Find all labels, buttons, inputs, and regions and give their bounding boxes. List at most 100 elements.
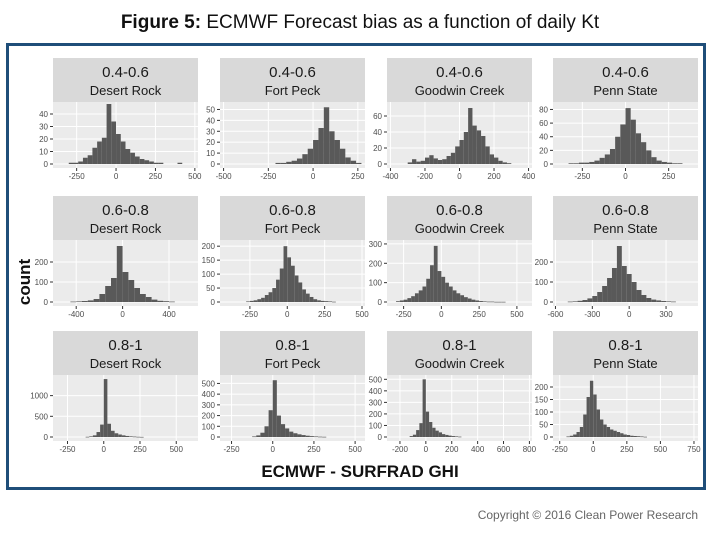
y-tick-label: 20 xyxy=(539,146,548,155)
facet-kt-label: 0.8-1 xyxy=(442,337,476,354)
histogram-bar xyxy=(568,163,574,164)
histogram-bar xyxy=(169,301,175,303)
histogram-bar xyxy=(246,301,250,303)
histogram-bar xyxy=(70,301,77,303)
histogram-bar xyxy=(280,162,287,164)
x-tick-label: -250 xyxy=(260,172,277,181)
histogram-bar xyxy=(620,124,626,164)
histogram-bar xyxy=(73,162,79,164)
y-tick-label: 400 xyxy=(369,387,383,396)
histogram-bar xyxy=(506,163,512,164)
histogram-bar xyxy=(97,141,102,164)
histogram-bar xyxy=(666,301,671,302)
histogram-bar xyxy=(157,300,164,302)
histogram-bar xyxy=(599,419,604,437)
histogram-bar xyxy=(99,294,106,302)
y-tick-label: 300 xyxy=(369,240,383,249)
panel-6: 0.6-0.8 Fort Peck 0 50 100 150 200 -250 0 250 500 xyxy=(202,196,369,319)
y-tick-label: 100 xyxy=(369,421,383,430)
x-tick-label: -250 xyxy=(242,310,259,319)
histogram-bar xyxy=(426,278,431,302)
histogram-bar xyxy=(670,301,676,303)
facet-strip xyxy=(220,58,365,102)
histogram-bar xyxy=(616,432,621,437)
histogram-bar xyxy=(276,415,281,437)
histogram-bar xyxy=(140,436,144,438)
histogram-bar xyxy=(409,436,413,437)
histogram-bar xyxy=(579,427,584,437)
histogram-bar xyxy=(122,272,129,302)
y-tick-label: 100 xyxy=(535,408,549,417)
histogram-bar xyxy=(646,150,652,164)
x-tick-label: 0 xyxy=(285,310,290,319)
histogram-bar xyxy=(635,133,642,164)
x-tick-label: -600 xyxy=(547,310,564,319)
histogram-bar xyxy=(640,436,644,438)
histogram-bar xyxy=(291,160,297,164)
figure-title-number: Figure 5: xyxy=(120,12,202,33)
x-tick-label: 250 xyxy=(662,172,676,181)
histogram-bar xyxy=(291,265,295,302)
y-tick-label: 500 xyxy=(202,379,216,388)
facet-site-label: Penn State xyxy=(593,221,657,236)
histogram-bar xyxy=(268,292,273,302)
histogram-bar xyxy=(286,161,292,164)
y-tick-label: 300 xyxy=(202,401,216,410)
histogram-bar xyxy=(280,424,286,437)
histogram-bar xyxy=(253,300,258,302)
histogram-bar xyxy=(297,434,302,437)
histogram-bar xyxy=(289,431,294,437)
y-tick-label: 0 xyxy=(378,298,383,307)
facet-strip xyxy=(220,196,365,240)
histogram-bar xyxy=(424,157,430,164)
histogram-bar xyxy=(420,160,425,164)
y-tick-label: 40 xyxy=(39,110,48,119)
histogram-bar xyxy=(430,265,434,302)
histogram-bar xyxy=(596,409,600,437)
histogram-bar xyxy=(490,301,495,303)
histogram-bar xyxy=(261,297,265,302)
histogram-bar xyxy=(313,140,319,164)
x-tick-label: -200 xyxy=(417,172,434,181)
histogram-bar xyxy=(631,282,637,302)
histogram-bar xyxy=(309,436,314,437)
histogram-bar xyxy=(275,162,281,164)
x-tick-label: -250 xyxy=(224,445,241,454)
histogram-bar xyxy=(103,379,108,437)
histogram-bar xyxy=(661,301,667,302)
histogram-bar xyxy=(437,271,442,302)
histogram-bar xyxy=(429,155,434,164)
histogram-bar xyxy=(93,299,100,302)
x-tick-label: -400 xyxy=(382,172,399,181)
histogram-bar xyxy=(260,432,265,437)
histogram-bar xyxy=(116,246,123,302)
histogram-bar xyxy=(412,434,417,437)
y-tick-label: 200 xyxy=(35,258,49,267)
x-tick-label: 500 xyxy=(188,172,202,181)
histogram-bar xyxy=(656,160,662,164)
histogram-bar xyxy=(587,298,593,302)
facet-strip xyxy=(553,58,698,102)
histogram-bar xyxy=(494,157,499,164)
copyright-text: Copyright © 2016 Clean Power Research xyxy=(477,508,698,522)
facet-strip xyxy=(387,331,532,375)
histogram-bar xyxy=(566,436,570,438)
histogram-bar xyxy=(302,154,308,164)
figure-title-text: ECMWF Forecast bias as a function of dai… xyxy=(201,12,600,33)
x-tick-label: 500 xyxy=(355,310,369,319)
y-tick-label: 40 xyxy=(539,133,548,142)
y-tick-label: 60 xyxy=(373,112,382,121)
histogram-bar xyxy=(334,140,340,164)
histogram-bar xyxy=(630,119,636,164)
x-tick-label: -250 xyxy=(59,445,76,454)
histogram-bar xyxy=(610,429,614,437)
panel-background xyxy=(387,375,532,441)
panel-background xyxy=(553,375,698,441)
histogram-bar xyxy=(328,301,333,303)
histogram-bar xyxy=(177,162,183,164)
facet-strip xyxy=(387,58,532,102)
histogram-bar xyxy=(573,163,579,164)
histogram-bar xyxy=(481,136,486,164)
histogram-bar xyxy=(437,160,443,164)
